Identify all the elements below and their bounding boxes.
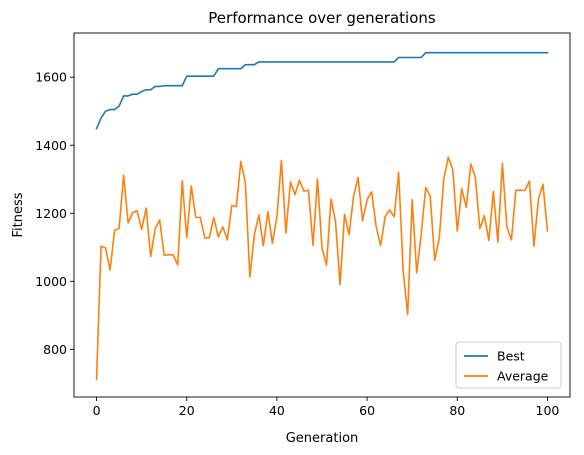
chart-title: Performance over generations bbox=[208, 9, 436, 27]
x-axis-title: Generation bbox=[286, 431, 359, 446]
x-tick-label: 40 bbox=[269, 403, 285, 418]
plot-area bbox=[95, 51, 549, 381]
y-tick-label: 1400 bbox=[35, 138, 67, 153]
series-line-average bbox=[95, 156, 549, 381]
y-tick-label: 800 bbox=[43, 342, 67, 357]
legend-label-average: Average bbox=[497, 369, 549, 384]
legend: Best Average bbox=[455, 341, 562, 389]
y-tick-label: 1200 bbox=[35, 206, 67, 221]
x-tick-label: 20 bbox=[179, 403, 195, 418]
axes-frame bbox=[73, 32, 571, 398]
y-tick-label: 1600 bbox=[35, 70, 67, 85]
y-axis-title: Fitness bbox=[11, 192, 26, 237]
x-tick-label: 0 bbox=[93, 403, 101, 418]
x-tick-label: 100 bbox=[536, 403, 560, 418]
y-tick-label: 1000 bbox=[35, 274, 67, 289]
axes: 0 20 40 60 80 100 800 1000 1200 1400 1600 bbox=[35, 32, 571, 418]
x-tick-label: 80 bbox=[449, 403, 465, 418]
series-line-best bbox=[95, 51, 549, 130]
x-tick-label: 60 bbox=[359, 403, 375, 418]
legend-label-best: Best bbox=[497, 349, 525, 364]
